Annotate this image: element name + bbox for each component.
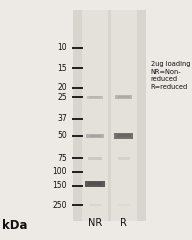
Text: NR: NR [88,218,102,228]
Bar [111,10,137,221]
Text: 25: 25 [58,93,67,102]
Text: 15: 15 [58,64,67,73]
Text: 100: 100 [53,167,67,176]
Text: 150: 150 [53,181,67,191]
Bar [118,204,130,206]
Text: kDa: kDa [2,219,27,232]
Text: 250: 250 [53,201,67,210]
Text: 2ug loading
NR=Non-
reduced
R=reduced: 2ug loading NR=Non- reduced R=reduced [151,61,190,90]
Bar [88,157,102,160]
Bar [86,134,104,138]
Bar [89,204,101,206]
Bar [87,96,103,99]
Bar [89,135,101,137]
Text: R: R [120,218,127,228]
Bar [88,182,102,185]
Bar [114,132,133,139]
Text: 75: 75 [57,154,67,163]
Bar [118,157,130,160]
Text: 10: 10 [58,43,67,53]
Bar [73,10,146,221]
Bar [89,96,101,98]
Bar [82,10,108,221]
Bar [118,96,130,98]
Text: 50: 50 [57,131,67,140]
Bar [115,95,132,99]
Bar [117,134,131,137]
Bar [85,181,105,187]
Text: 37: 37 [57,114,67,123]
Text: 20: 20 [58,83,67,92]
